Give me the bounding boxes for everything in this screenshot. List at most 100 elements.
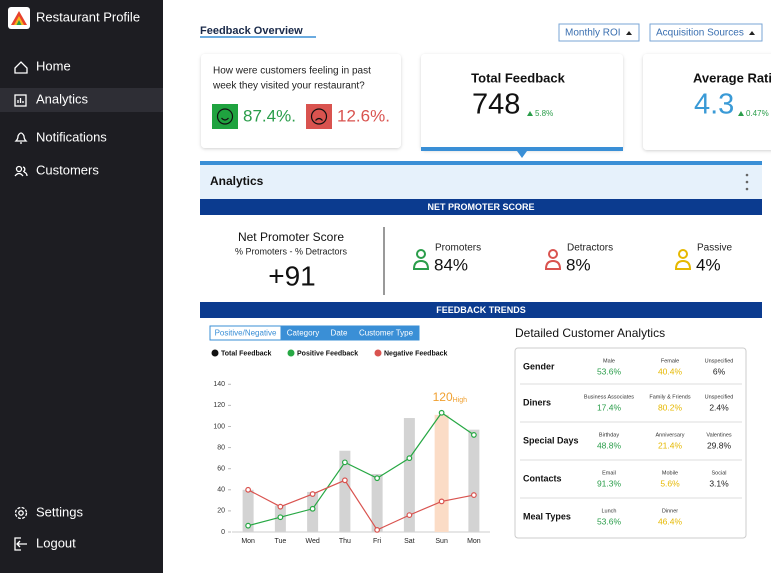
point — [406, 512, 413, 519]
row-label: Gender — [523, 361, 555, 371]
bar — [307, 491, 319, 532]
point — [470, 492, 477, 498]
page-title: Feedback Overview — [200, 25, 303, 37]
icon-bell — [14, 132, 28, 144]
menu-item[interactable]: Customers — [36, 162, 99, 177]
face — [310, 108, 328, 125]
bar — [403, 418, 415, 532]
line — [247, 479, 474, 531]
menu-icon — [14, 132, 28, 144]
positive-share: 87.4%. — [243, 106, 296, 125]
point — [309, 505, 316, 512]
negative-face — [306, 104, 332, 129]
filter-tab[interactable] — [352, 325, 420, 341]
x-tick-label: Sun — [435, 538, 448, 545]
x-tick-label: Sat — [404, 538, 415, 545]
item-name: Birthday — [599, 432, 619, 438]
item-name: Dinner — [662, 508, 678, 514]
item-value: 53.6% — [597, 366, 622, 376]
menu-dots — [745, 180, 749, 184]
y-tick-label: 100 — [213, 423, 225, 430]
logo — [8, 7, 30, 29]
card-question: How were customers feeling in past — [213, 66, 371, 77]
dropdown[interactable] — [558, 23, 640, 42]
point — [470, 432, 477, 438]
item-value: 46.4% — [658, 516, 683, 526]
menu-item[interactable]: Settings — [36, 504, 83, 519]
icon-settings — [14, 506, 28, 520]
item-value: 17.4% — [597, 402, 622, 412]
item-name: Social — [712, 470, 727, 476]
nps-group-label: Passive — [697, 243, 732, 254]
legend-swatch — [211, 349, 219, 357]
nps-score: +91 — [268, 260, 316, 291]
y-tick-label: 80 — [217, 444, 225, 451]
menu-icon — [14, 537, 27, 551]
item-name: Mobile — [662, 470, 678, 476]
legend-swatch — [374, 349, 382, 357]
menu-item[interactable]: Notifications — [36, 129, 107, 144]
y-tick-label: 140 — [213, 381, 225, 388]
nps-title: Net Promoter Score — [238, 230, 344, 244]
x-tick-label: Tue — [274, 538, 286, 545]
point — [374, 526, 381, 533]
menu-item[interactable]: Analytics — [36, 91, 89, 106]
dropdown-label[interactable]: Monthly ROI — [565, 28, 621, 39]
item-value: 2.4% — [709, 402, 729, 412]
item-name: Email — [602, 470, 616, 476]
card-question: week they visited your restaurant? — [212, 81, 365, 92]
menu-item[interactable]: Home — [36, 58, 71, 73]
x-tick-label: Thu — [339, 538, 351, 545]
face — [315, 117, 323, 121]
annotation-note: High — [453, 397, 468, 404]
person-icon — [674, 259, 692, 270]
card-value: 4.3 — [694, 89, 734, 121]
icon-home — [14, 61, 28, 74]
negative-share: 12.6%. — [337, 106, 390, 125]
analytics-header — [200, 165, 762, 199]
details-box — [514, 347, 747, 539]
item-name: Family & Friends — [649, 394, 691, 400]
nps-group-value: 4% — [696, 255, 721, 274]
item-value: 21.4% — [658, 440, 683, 450]
face — [221, 117, 229, 121]
y-tick-label: 60 — [217, 466, 225, 473]
point — [309, 491, 316, 497]
row-label: Meal Types — [523, 511, 571, 521]
row-label: Diners — [523, 397, 551, 407]
bar — [242, 489, 254, 532]
icon-logout — [14, 537, 27, 551]
item-name: Male — [603, 358, 615, 364]
legend-swatch — [287, 349, 295, 357]
nps-group-value: 84% — [434, 255, 468, 274]
filter-tab-label[interactable]: Positive/Negative — [215, 329, 277, 338]
person-icon — [412, 259, 430, 270]
menu-item[interactable]: Logout — [36, 535, 76, 550]
legend-label: Negative Feedback — [384, 350, 448, 357]
dropdown-label[interactable]: Acquisition Sources — [656, 28, 744, 39]
item-value: 91.3% — [597, 478, 622, 488]
point — [438, 498, 445, 505]
item-name: Unspecified — [705, 394, 734, 400]
dropdown[interactable] — [649, 23, 763, 42]
y-tick-label: 40 — [217, 487, 225, 494]
details-title: Detailed Customer Analytics — [515, 326, 665, 340]
menu-icon — [14, 61, 28, 74]
card-change: 0.47% — [746, 109, 769, 118]
card-change: 5.8% — [535, 109, 553, 118]
point — [245, 486, 252, 493]
item-value: 53.6% — [597, 516, 622, 526]
positive-face — [212, 104, 238, 129]
row-label: Special Days — [523, 435, 579, 445]
card-pointer — [517, 151, 527, 158]
item-name: Anniversary — [655, 432, 684, 438]
filter-tab-label[interactable]: Date — [331, 329, 348, 338]
filter-tab-label[interactable]: Customer Type — [359, 329, 414, 338]
banner-title: NET PROMOTER SCORE — [427, 202, 534, 212]
filter-tab-label[interactable]: Category — [287, 329, 319, 338]
point — [341, 459, 348, 466]
up-arrow — [738, 111, 744, 116]
menu-icon — [14, 506, 28, 520]
card-value: 748 — [472, 89, 520, 121]
annotation: 120 — [433, 390, 453, 404]
